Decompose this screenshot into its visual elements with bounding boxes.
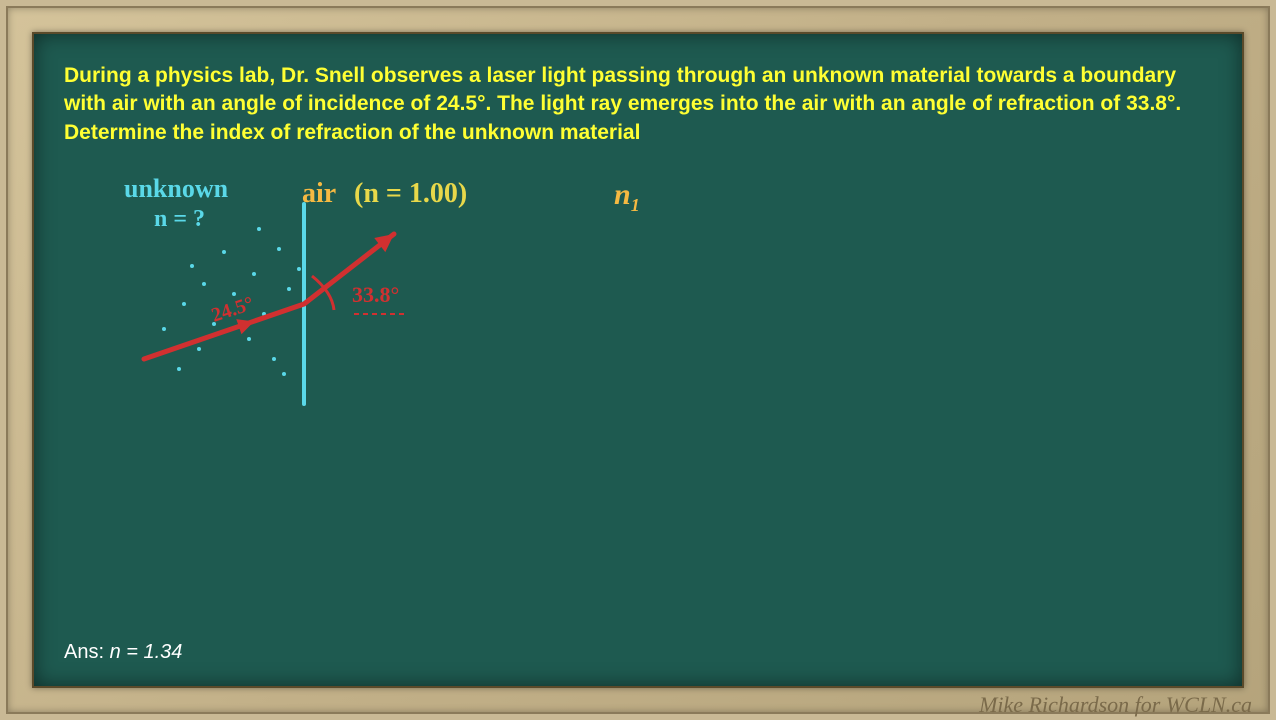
work-n: n1 — [614, 178, 640, 216]
answer-text: Ans: n = 1.34 — [64, 641, 182, 664]
wood-frame: During a physics lab, Dr. Snell observes… — [6, 6, 1270, 714]
refraction-diagram: 24.5° 33.8° — [104, 174, 464, 424]
credit-text: Mike Richardson for WCLN.ca — [979, 692, 1252, 718]
chalkboard: During a physics lab, Dr. Snell observes… — [32, 32, 1244, 688]
angle-refraction-label: 33.8° — [352, 282, 399, 307]
incident-arrowhead — [236, 319, 254, 334]
problem-text: During a physics lab, Dr. Snell observes… — [64, 62, 1212, 147]
